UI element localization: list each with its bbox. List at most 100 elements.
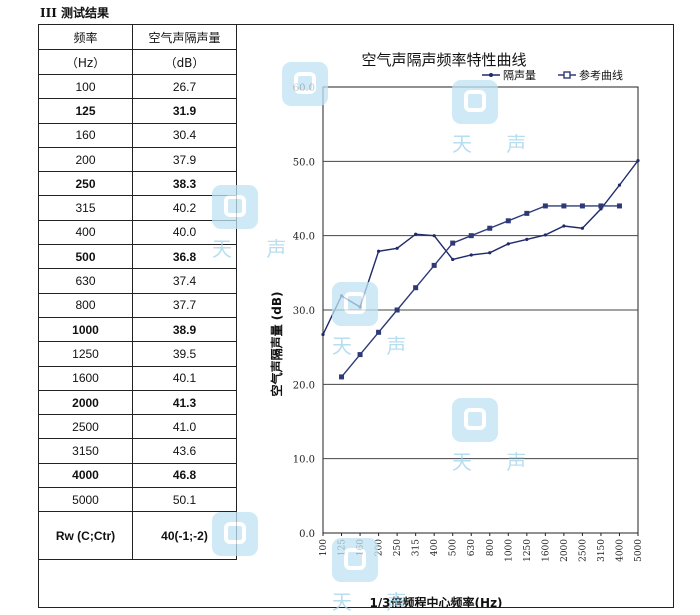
data-point [450, 240, 456, 246]
data-point [616, 203, 622, 209]
x-tick-label: 800 [486, 539, 496, 556]
data-point [488, 251, 492, 255]
table-row: 3150 43.6 [38, 438, 237, 464]
header-value-unit: （dB） [132, 49, 237, 75]
header-freq: 频率 [38, 24, 133, 50]
table-row: 125 31.9 [38, 98, 237, 124]
data-point [376, 329, 382, 335]
freq-cell: 1600 [38, 365, 133, 391]
data-point [598, 203, 604, 209]
freq-cell: 4000 [38, 462, 133, 489]
x-tick-label: 2500 [578, 539, 588, 562]
y-tick-label: 30.0 [293, 306, 315, 317]
data-point [487, 225, 493, 231]
freq-cell: 2000 [38, 389, 133, 416]
value-cell: 37.9 [132, 146, 237, 173]
data-point [376, 249, 381, 253]
freq-cell: 315 [38, 195, 133, 221]
value-cell: 41.0 [132, 414, 237, 440]
x-tick-label: 1600 [541, 539, 551, 562]
freq-cell: 100 [38, 73, 133, 100]
value-cell: 43.6 [132, 438, 237, 464]
data-point [432, 234, 436, 238]
freq-cell: 1000 [38, 316, 133, 343]
freq-cell: 160 [38, 122, 133, 148]
value-cell: 46.8 [132, 462, 237, 489]
table-row: 315 40.2 [38, 195, 237, 221]
data-point [561, 203, 567, 209]
data-point [525, 237, 529, 241]
results-table: 频率 空气声隔声量 （Hz） （dB） 100 26.7 125 31.9 160 30.… [38, 24, 237, 561]
freq-cell: 500 [38, 244, 133, 270]
table-row: 1000 38.9 [38, 316, 237, 343]
freq-cell: 2500 [38, 414, 133, 440]
data-point [357, 352, 363, 358]
table-row: 630 37.4 [38, 268, 237, 294]
value-cell: 36.8 [132, 244, 237, 270]
value-cell: 37.4 [132, 268, 237, 294]
section-heading: III 测试结果 [40, 6, 110, 20]
data-point [580, 226, 585, 230]
watermark-logo-icon [332, 282, 378, 326]
value-cell: 39.5 [132, 341, 237, 367]
header-value: 空气声隔声量 [132, 24, 237, 50]
series-line-1 [322, 160, 639, 335]
table-row: 5000 50.1 [38, 487, 237, 513]
data-point [394, 307, 400, 313]
y-tick-labels: 0.010.020.030.040.050.060.0 [293, 83, 315, 540]
value-cell: 26.7 [132, 73, 237, 100]
y-tick-label: 40.0 [293, 232, 315, 243]
data-point [506, 242, 510, 246]
x-tick-label: 4000 [615, 539, 625, 562]
watermark-logo-icon [452, 80, 498, 124]
freq-cell: 250 [38, 171, 133, 197]
chart-legend: 隔声量 参考曲线 [482, 68, 623, 82]
value-cell: 50.1 [132, 487, 237, 513]
data-point [562, 224, 566, 228]
table-row: 400 40.0 [38, 219, 237, 246]
x-tick-label: 5000 [634, 539, 644, 562]
legend-label: 参考曲线 [579, 68, 623, 82]
y-axis-label: 空气声隔声量 (dB) [269, 292, 284, 397]
rw-label: Rw (C;Ctr) [38, 511, 133, 561]
watermark-text: 天 声 [332, 334, 421, 358]
y-tick-label: 0.0 [299, 529, 315, 540]
table-row: 4000 46.8 [38, 462, 237, 489]
data-point [451, 257, 455, 262]
value-cell: 30.4 [132, 122, 237, 148]
table-row: 500 36.8 [38, 244, 237, 270]
x-tick-label: 250 [393, 539, 403, 556]
watermark-text: 天 声 [212, 237, 301, 261]
watermark: 天 声 [332, 538, 420, 615]
value-cell: 31.9 [132, 98, 237, 124]
data-point [579, 203, 585, 209]
data-point [524, 210, 530, 216]
x-axis-label: 1/3倍频程中心频率(Hz) [369, 595, 502, 608]
x-tick-label: 400 [430, 539, 440, 556]
watermark: 天 声 [452, 398, 540, 475]
data-point [414, 232, 418, 236]
value-cell: 40.1 [132, 365, 237, 391]
data-point [431, 262, 437, 268]
chart-title: 空气声隔声频率特性曲线 [361, 51, 526, 69]
watermark [212, 512, 258, 556]
table-row: 1600 40.1 [38, 365, 237, 391]
data-point [617, 183, 622, 187]
freq-cell: 1250 [38, 341, 133, 367]
watermark-text: 天 声 [452, 450, 541, 474]
table-row: 800 37.7 [38, 292, 237, 318]
freq-cell: 5000 [38, 487, 133, 513]
watermark-logo-icon [212, 512, 258, 556]
header-freq-unit: （Hz） [38, 49, 133, 75]
table-row: 2000 41.3 [38, 389, 237, 416]
data-point [543, 233, 547, 237]
table-header-row: 频率 空气声隔声量 [38, 24, 237, 50]
rw-row: Rw (C;Ctr) 40(-1;-2) [38, 511, 237, 561]
x-tick-label: 100 [319, 539, 329, 556]
data-point [321, 332, 325, 337]
value-cell: 38.9 [132, 316, 237, 343]
x-tick-label: 2000 [560, 539, 570, 562]
table-row: 1250 39.5 [38, 341, 237, 367]
watermark-logo-icon [212, 185, 258, 229]
freq-cell: 125 [38, 98, 133, 124]
